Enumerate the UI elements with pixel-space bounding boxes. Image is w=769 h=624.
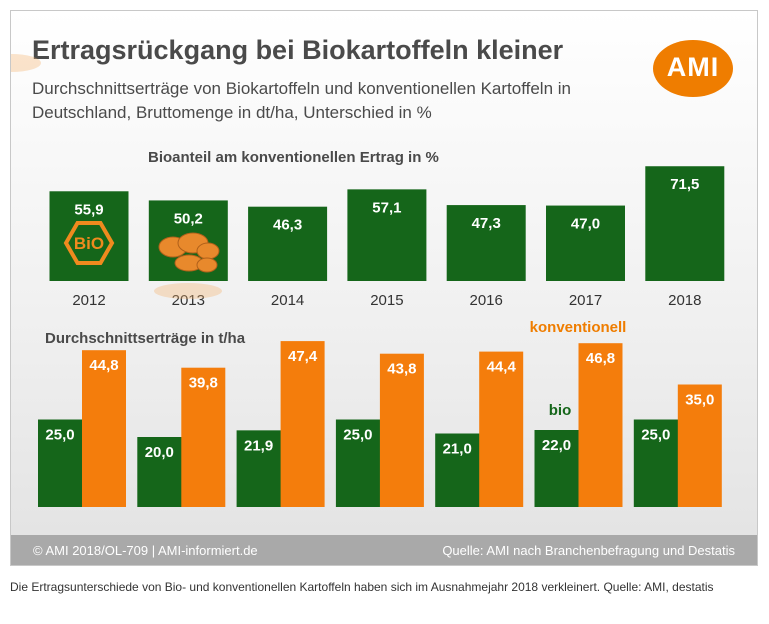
year-tick-label: 2012	[72, 292, 105, 309]
bio-bar	[633, 419, 679, 507]
chart-title: Ertragsrückgang bei Biokartoffeln kleine…	[32, 35, 564, 65]
bio-value-label: 21,0	[443, 441, 472, 458]
bio-bar	[137, 437, 183, 507]
konventionell-value-label: 44,8	[89, 357, 118, 374]
bio-bar	[38, 419, 83, 507]
bio-bar	[236, 430, 282, 507]
bioanteil-value-label: 46,3	[273, 217, 302, 234]
bioanteil-bar	[546, 205, 625, 281]
konventionell-value-label: 35,0	[685, 392, 714, 409]
logo-text: AMI	[666, 52, 720, 82]
konventionell-value-label: 43,8	[387, 361, 416, 378]
footer-source: Quelle: AMI nach Branchenbefragung und D…	[442, 543, 735, 558]
potato-shape	[196, 242, 220, 260]
ami-logo: AMI	[653, 40, 733, 97]
legend-konventionell: konventionell	[530, 319, 627, 336]
konventionell-bar	[280, 341, 325, 507]
bar-reflection	[154, 283, 222, 299]
bioanteil-bar	[49, 191, 129, 281]
bioanteil-bar	[446, 205, 526, 281]
konventionell-bar	[181, 367, 226, 507]
konventionell-value-label: 39,8	[189, 375, 218, 392]
year-tick-label: 2016	[470, 292, 503, 309]
bio-seal-text: BiO	[74, 234, 104, 253]
bio-value-label: 20,0	[145, 444, 174, 461]
year-tick-label: 2014	[271, 292, 304, 309]
footer-copyright: © AMI 2018/OL-709 | AMI-informiert.de	[33, 543, 258, 558]
legend-bio: bio	[549, 402, 572, 419]
bio-value-label: 25,0	[45, 427, 74, 444]
bio-bar	[435, 433, 481, 507]
bar-reflection	[11, 54, 41, 72]
bio-value-label: 25,0	[641, 427, 670, 444]
bioanteil-bar	[248, 206, 328, 281]
subtitle-line-1: Durchschnittserträge von Biokartoffeln u…	[32, 79, 571, 98]
konventionell-bar	[677, 384, 722, 507]
konventionell-value-label: 44,4	[487, 359, 517, 376]
konventionell-value-label: 46,8	[586, 350, 615, 367]
konventionell-bar	[479, 351, 524, 507]
konventionell-bar	[82, 350, 126, 507]
bar-charts: Bioanteil am konventionellen Ertrag in %…	[11, 54, 725, 507]
subtitle-line-2: Deutschland, Bruttomenge in dt/ha, Unter…	[32, 103, 432, 122]
bio-seal-icon: BiO	[63, 221, 115, 265]
year-tick-label: 2018	[668, 292, 701, 309]
infographic-frame: Ertragsrückgang bei Biokartoffeln kleine…	[10, 10, 758, 566]
bottom-chart-title: Durchschnittserträge in t/ha	[45, 330, 246, 347]
konventionell-value-label: 47,4	[288, 348, 318, 365]
potatoes-icon	[158, 232, 220, 273]
bioanteil-bar	[645, 166, 725, 281]
year-tick-label: 2013	[172, 292, 205, 309]
bioanteil-value-label: 47,0	[571, 216, 600, 233]
bio-value-label: 25,0	[343, 427, 372, 444]
footer-bar: © AMI 2018/OL-709 | AMI-informiert.de Qu…	[11, 535, 757, 565]
chart-panel: Ertragsrückgang bei Biokartoffeln kleine…	[11, 11, 757, 535]
bio-bar	[534, 430, 580, 507]
bio-value-label: 22,0	[542, 437, 571, 454]
bio-bar	[335, 419, 381, 507]
konventionell-bar	[379, 353, 424, 507]
konventionell-bar	[578, 343, 623, 507]
bioanteil-bar	[347, 189, 427, 281]
bio-seal-hexagon	[63, 221, 115, 265]
bioanteil-value-label: 47,3	[472, 215, 501, 232]
year-tick-label: 2017	[569, 292, 602, 309]
bioanteil-value-label: 50,2	[174, 210, 203, 227]
year-tick-label: 2015	[370, 292, 403, 309]
bioanteil-value-label: 55,9	[74, 201, 103, 218]
bioanteil-value-label: 57,1	[372, 199, 401, 216]
bio-value-label: 21,9	[244, 437, 273, 454]
bioanteil-value-label: 71,5	[670, 176, 699, 193]
top-chart-title: Bioanteil am konventionellen Ertrag in %	[148, 149, 439, 166]
image-caption: Die Ertragsunterschiede von Bio- und kon…	[10, 580, 714, 594]
potato-shape	[196, 257, 218, 273]
